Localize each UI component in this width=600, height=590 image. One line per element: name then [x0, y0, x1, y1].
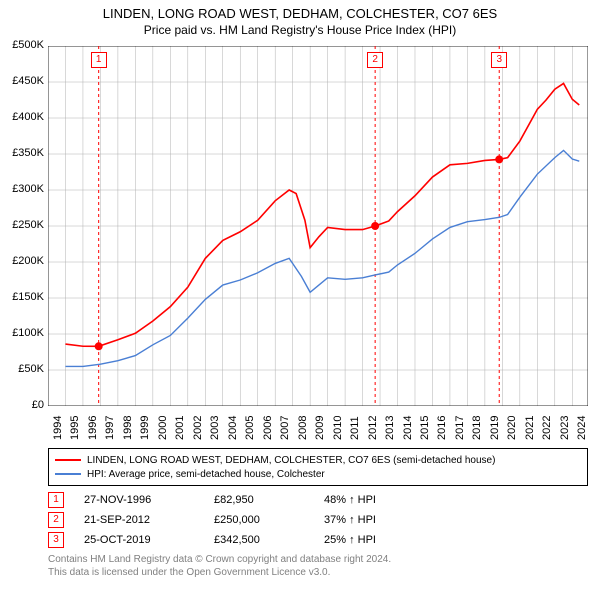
chart-svg	[48, 46, 588, 406]
event-price: £82,950	[214, 494, 324, 506]
x-tick-label: 1997	[104, 416, 116, 440]
x-tick-label: 2006	[262, 416, 274, 440]
x-tick-label: 2011	[349, 416, 361, 440]
x-tick-label: 1996	[87, 416, 99, 440]
y-tick-label: £400K	[6, 111, 44, 123]
y-tick-label: £50K	[6, 363, 44, 375]
y-tick-label: £350K	[6, 147, 44, 159]
legend-swatch	[55, 459, 81, 461]
x-tick-label: 2020	[506, 416, 518, 440]
footer-line: Contains HM Land Registry data © Crown c…	[48, 554, 391, 567]
x-tick-label: 2023	[559, 416, 571, 440]
x-tick-label: 1999	[139, 416, 151, 440]
event-marker-icon: 1	[91, 52, 107, 68]
x-tick-label: 2010	[332, 416, 344, 440]
y-tick-label: £450K	[6, 75, 44, 87]
legend-row: LINDEN, LONG ROAD WEST, DEDHAM, COLCHEST…	[55, 453, 581, 467]
event-date: 21-SEP-2012	[84, 514, 214, 526]
legend-label: HPI: Average price, semi-detached house,…	[87, 469, 325, 480]
y-tick-label: £0	[6, 399, 44, 411]
x-tick-label: 1995	[69, 416, 81, 440]
x-tick-label: 2019	[489, 416, 501, 440]
x-tick-label: 2016	[436, 416, 448, 440]
y-tick-label: £200K	[6, 255, 44, 267]
legend-row: HPI: Average price, semi-detached house,…	[55, 467, 581, 481]
event-pct: 48% ↑ HPI	[324, 494, 444, 506]
event-marker-icon: 3	[48, 532, 64, 548]
event-price: £250,000	[214, 514, 324, 526]
x-tick-label: 2017	[454, 416, 466, 440]
chart-title: LINDEN, LONG ROAD WEST, DEDHAM, COLCHEST…	[0, 6, 600, 21]
event-price: £342,500	[214, 534, 324, 546]
event-row: 2 21-SEP-2012 £250,000 37% ↑ HPI	[48, 510, 588, 530]
legend: LINDEN, LONG ROAD WEST, DEDHAM, COLCHEST…	[48, 448, 588, 486]
x-tick-label: 2022	[541, 416, 553, 440]
y-tick-label: £300K	[6, 183, 44, 195]
x-tick-label: 2007	[279, 416, 291, 440]
y-tick-label: £150K	[6, 291, 44, 303]
x-tick-label: 2001	[174, 416, 186, 440]
y-tick-label: £250K	[6, 219, 44, 231]
x-tick-label: 2000	[157, 416, 169, 440]
y-tick-label: £100K	[6, 327, 44, 339]
footer: Contains HM Land Registry data © Crown c…	[48, 554, 391, 579]
x-tick-label: 1998	[122, 416, 134, 440]
x-tick-label: 2008	[297, 416, 309, 440]
chart-subtitle: Price paid vs. HM Land Registry's House …	[0, 23, 600, 37]
y-tick-label: £500K	[6, 39, 44, 51]
x-tick-label: 2005	[244, 416, 256, 440]
legend-label: LINDEN, LONG ROAD WEST, DEDHAM, COLCHEST…	[87, 455, 495, 466]
event-marker-icon: 3	[491, 52, 507, 68]
footer-line: This data is licensed under the Open Gov…	[48, 567, 391, 580]
event-pct: 37% ↑ HPI	[324, 514, 444, 526]
x-tick-label: 2013	[384, 416, 396, 440]
event-row: 3 25-OCT-2019 £342,500 25% ↑ HPI	[48, 530, 588, 550]
event-marker-icon: 2	[48, 512, 64, 528]
x-tick-label: 2018	[471, 416, 483, 440]
x-tick-label: 2015	[419, 416, 431, 440]
x-tick-label: 2002	[192, 416, 204, 440]
legend-swatch	[55, 473, 81, 475]
x-tick-label: 2024	[576, 416, 588, 440]
events-table: 1 27-NOV-1996 £82,950 48% ↑ HPI 2 21-SEP…	[48, 490, 588, 550]
x-tick-label: 2009	[314, 416, 326, 440]
event-marker-icon: 2	[367, 52, 383, 68]
event-row: 1 27-NOV-1996 £82,950 48% ↑ HPI	[48, 490, 588, 510]
figure-root: LINDEN, LONG ROAD WEST, DEDHAM, COLCHEST…	[0, 0, 600, 590]
event-pct: 25% ↑ HPI	[324, 534, 444, 546]
x-tick-label: 2012	[367, 416, 379, 440]
x-tick-label: 2003	[209, 416, 221, 440]
x-tick-label: 2004	[227, 416, 239, 440]
event-date: 27-NOV-1996	[84, 494, 214, 506]
titles: LINDEN, LONG ROAD WEST, DEDHAM, COLCHEST…	[0, 6, 600, 37]
event-date: 25-OCT-2019	[84, 534, 214, 546]
x-tick-label: 1994	[52, 416, 64, 440]
x-tick-label: 2014	[402, 416, 414, 440]
x-tick-label: 2021	[524, 416, 536, 440]
event-marker-icon: 1	[48, 492, 64, 508]
